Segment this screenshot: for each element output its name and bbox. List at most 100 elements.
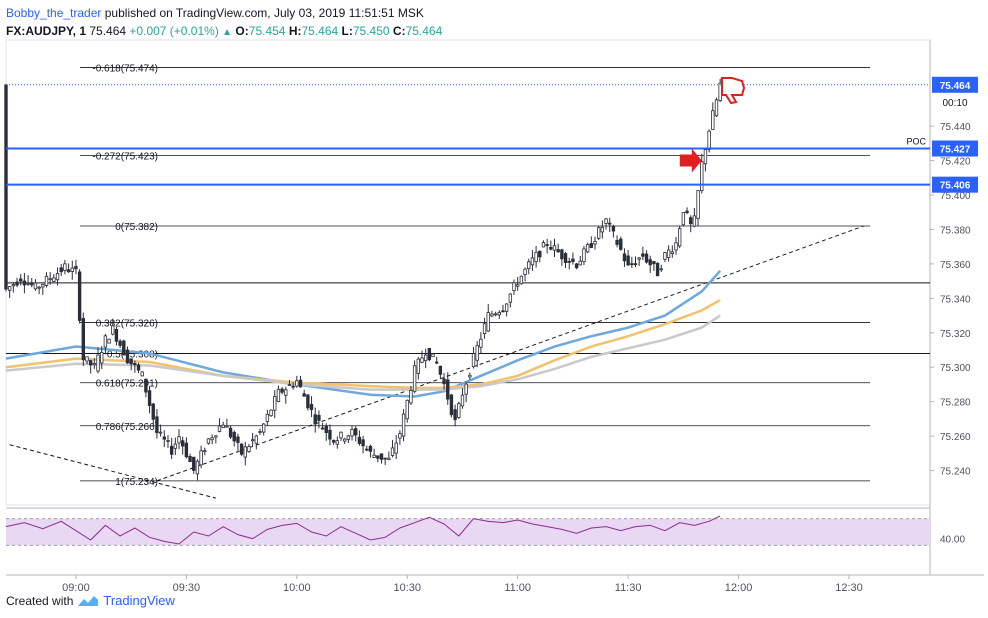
price-tag-box xyxy=(932,76,978,93)
rsi-tick-label: 40.00 xyxy=(940,535,965,546)
candle-body xyxy=(442,378,446,385)
rsi-line xyxy=(5,515,721,545)
candle-body xyxy=(486,312,490,332)
y-tick-label: 75.360 xyxy=(940,260,971,271)
candle-body xyxy=(567,260,571,263)
x-tick-label: 12:30 xyxy=(835,582,863,594)
up-triangle-icon: ▲ xyxy=(222,27,233,38)
plot-frame xyxy=(5,39,931,506)
moving-average-line xyxy=(5,269,722,398)
tradingview-logo-icon xyxy=(78,595,99,606)
high-label: H: xyxy=(288,24,302,38)
fib-label: 1(75.234) xyxy=(115,477,158,488)
candle-body xyxy=(85,356,89,362)
candle-body xyxy=(556,249,560,253)
candle-body xyxy=(449,394,454,416)
candle-body xyxy=(295,380,299,387)
candle-body xyxy=(328,429,332,440)
candle-body xyxy=(560,249,564,260)
candle-body xyxy=(335,440,340,445)
y-tick-label: 75.260 xyxy=(940,432,971,443)
candle-body xyxy=(390,447,395,456)
candle-body xyxy=(578,260,582,266)
moving-average-line xyxy=(5,314,721,391)
candle-body xyxy=(670,251,674,254)
candle-body xyxy=(545,244,549,246)
candle-body xyxy=(317,414,321,421)
author-link[interactable]: Bobby_the_trader xyxy=(6,6,102,20)
dashed-trendline-down xyxy=(9,444,216,499)
candle-body xyxy=(501,310,505,313)
candle-body xyxy=(600,226,605,233)
candle-body xyxy=(512,282,516,291)
candle-body xyxy=(44,275,49,286)
candle-body xyxy=(136,364,141,371)
candle-body xyxy=(77,271,82,321)
candle-body xyxy=(88,360,93,366)
candle-body xyxy=(342,438,347,442)
candle-body xyxy=(81,318,85,361)
candle-body xyxy=(309,404,314,410)
candle-body xyxy=(125,349,130,364)
candle-body xyxy=(519,275,524,285)
fib-label: -0.618(75.474) xyxy=(92,64,158,75)
candle-body xyxy=(129,358,133,365)
candle-body xyxy=(368,445,373,452)
candle-body xyxy=(350,428,354,437)
candle-body xyxy=(409,389,413,404)
candle-body xyxy=(593,241,597,245)
candle-body xyxy=(468,374,472,378)
candle-body xyxy=(26,283,30,285)
candle-body xyxy=(563,253,568,263)
price-tag-box xyxy=(932,140,978,157)
candle-body xyxy=(464,383,468,395)
tradingview-brand[interactable]: TradingView xyxy=(103,593,175,608)
candle-body xyxy=(423,354,428,362)
symbol-label[interactable]: FX:AUDJPY, 1 xyxy=(6,24,87,38)
price-tag-box xyxy=(932,176,978,193)
candle-body xyxy=(626,255,630,266)
candle-body xyxy=(523,268,527,275)
x-tick-label: 11:30 xyxy=(615,582,642,594)
y-tick-label: 75.240 xyxy=(940,467,971,478)
candle-body xyxy=(457,403,461,418)
poc-label: POC xyxy=(906,137,926,147)
thumbs-down-icon xyxy=(721,77,746,105)
y-tick-label: 75.420 xyxy=(940,157,971,168)
candle-body xyxy=(324,425,328,434)
candle-body xyxy=(11,284,16,287)
candle-body xyxy=(262,423,266,433)
candle-body xyxy=(490,313,494,317)
candle-body xyxy=(188,456,192,463)
candle-body xyxy=(22,280,27,286)
candle-body xyxy=(482,323,487,335)
candle-body xyxy=(383,457,387,460)
candle-body xyxy=(7,286,12,291)
candle-body xyxy=(663,252,667,260)
candle-body xyxy=(427,348,432,361)
candle-body xyxy=(685,210,689,214)
candle-body xyxy=(435,361,439,364)
fib-label: 0.382(75.326) xyxy=(96,318,158,329)
close-label: C: xyxy=(392,24,406,38)
candle-body xyxy=(655,262,660,277)
fib-label: 0.618(75.291) xyxy=(96,379,158,390)
candle-body xyxy=(619,238,623,250)
candle-body xyxy=(298,379,303,388)
candle-body xyxy=(96,354,100,372)
candle-body xyxy=(394,442,398,454)
candle-body xyxy=(552,245,557,251)
candle-body xyxy=(677,228,682,247)
candle-body xyxy=(52,277,56,282)
candle-body xyxy=(103,335,108,348)
candle-body xyxy=(331,440,336,443)
dashed-trendline-up xyxy=(156,225,864,482)
candle-body xyxy=(232,431,236,442)
price-tag-label: 75.406 xyxy=(940,181,971,192)
candle-body xyxy=(206,438,211,444)
candle-body xyxy=(291,385,295,388)
candle-body xyxy=(361,439,365,447)
candle-body xyxy=(177,436,181,444)
candle-body xyxy=(169,445,174,455)
